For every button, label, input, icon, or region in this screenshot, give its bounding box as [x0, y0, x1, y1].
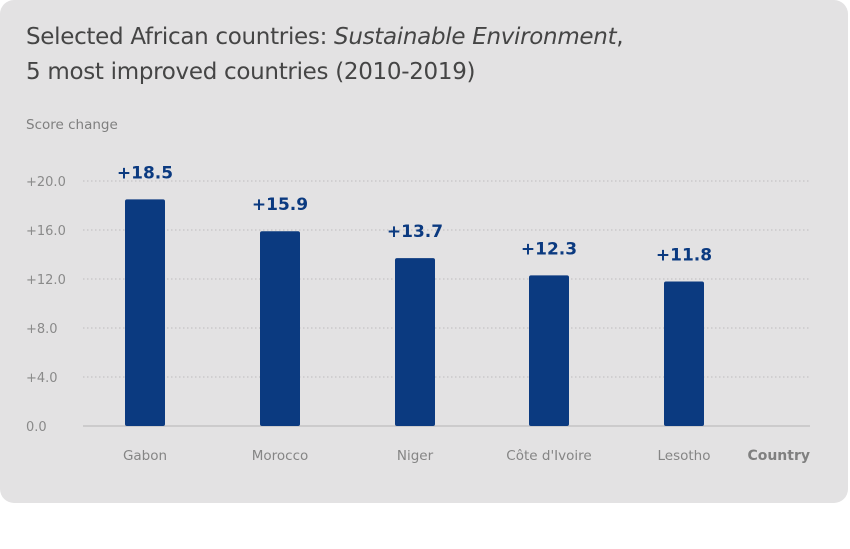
title-italic: Sustainable Environment — [334, 24, 617, 50]
data-label: +12.3 — [521, 239, 577, 259]
x-axis-label: Country — [747, 448, 810, 464]
y-tick-label: 0.0 — [26, 420, 47, 435]
chart-title: Selected African countries: Sustainable … — [26, 20, 624, 90]
title-part1: Selected African countries: — [26, 24, 335, 50]
data-label: +11.8 — [656, 245, 712, 265]
bar — [260, 231, 300, 426]
data-label: +15.9 — [252, 195, 308, 215]
bar — [395, 258, 435, 426]
bar — [664, 281, 704, 426]
y-axis-label: Score change — [26, 117, 118, 133]
data-label: +18.5 — [117, 163, 173, 183]
y-tick-label: +4.0 — [26, 371, 58, 386]
y-tick-label: +8.0 — [26, 322, 58, 337]
y-tick-label: +12.0 — [26, 273, 66, 288]
title-part2: , — [616, 24, 624, 50]
data-label: +13.7 — [387, 222, 443, 242]
x-tick-label: Lesotho — [658, 448, 711, 464]
bar — [529, 275, 569, 426]
x-tick-label: Gabon — [123, 448, 167, 464]
bar — [125, 199, 165, 426]
x-tick-label: Côte d'Ivoire — [506, 448, 591, 464]
title-line2: 5 most improved countries (2010-2019) — [26, 59, 476, 85]
x-tick-label: Morocco — [252, 448, 309, 464]
y-tick-label: +16.0 — [26, 224, 66, 239]
y-tick-label: +20.0 — [26, 175, 66, 190]
x-tick-label: Niger — [397, 448, 434, 464]
